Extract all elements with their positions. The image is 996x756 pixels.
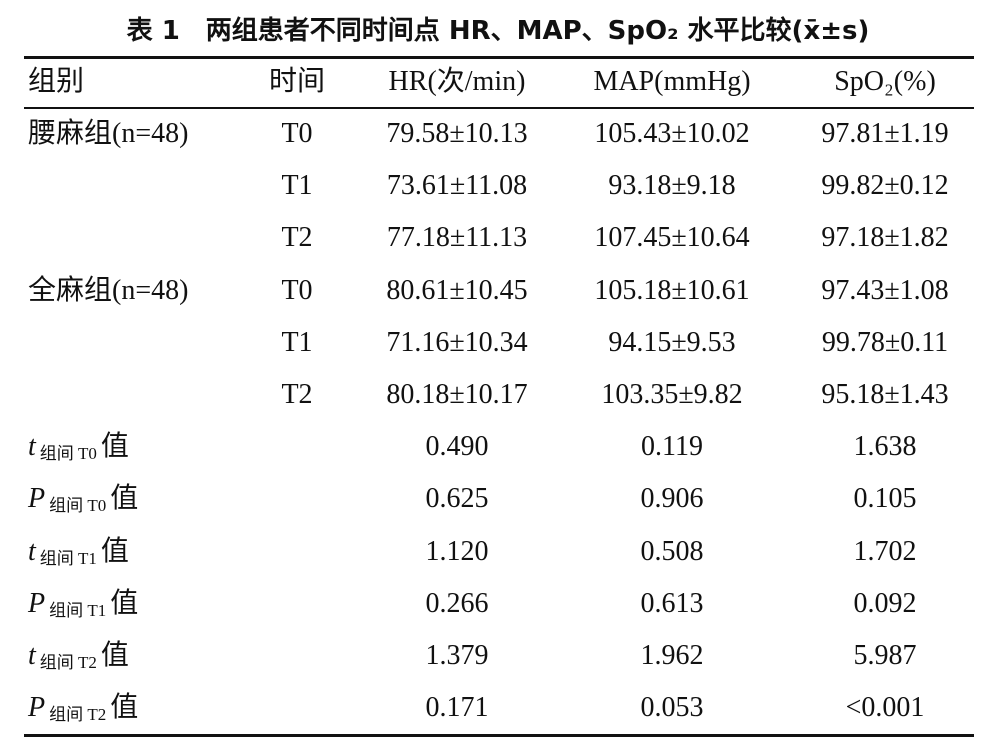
header-cell: SpO₂(%) xyxy=(834,66,936,97)
stat-label: P 组间 T2 值 xyxy=(28,682,138,734)
stat-suffix: 值 xyxy=(110,483,139,515)
stat-subscript: 组间 T1 xyxy=(49,600,107,620)
value-cell: 0.119 xyxy=(641,431,703,463)
time-cell: T0 xyxy=(281,118,313,149)
time-cell: T0 xyxy=(281,274,313,306)
value-cell: 0.613 xyxy=(640,587,704,619)
stat-symbol: P xyxy=(28,483,46,515)
stat-suffix: 值 xyxy=(100,431,129,463)
group-cell: 全麻组(n=48) xyxy=(28,274,189,306)
value-cell: 0.266 xyxy=(425,587,489,619)
value-cell: 0.053 xyxy=(640,692,704,724)
value-cell: 77.18±11.13 xyxy=(386,222,528,254)
value-cell: 0.171 xyxy=(425,692,489,724)
stat-symbol: t xyxy=(28,640,36,671)
value-cell: 105.18±10.61 xyxy=(594,274,750,306)
value-cell: 0.105 xyxy=(853,483,917,515)
stat-label: t 组间 T1 值 xyxy=(28,526,129,578)
value-cell: 97.81±1.19 xyxy=(821,118,949,149)
value-cell: 93.18±9.18 xyxy=(608,170,736,202)
value-cell: 1.379 xyxy=(425,640,489,671)
time-cell: T1 xyxy=(281,170,313,202)
value-cell: 5.987 xyxy=(853,640,917,671)
stat-suffix: 值 xyxy=(100,535,129,567)
value-cell: 1.638 xyxy=(853,431,917,463)
stat-subscript: 组间 T0 xyxy=(39,444,97,464)
stat-label: P 组间 T0 值 xyxy=(28,473,138,525)
value-cell: 107.45±10.64 xyxy=(594,222,750,254)
value-cell: 80.18±10.17 xyxy=(386,379,528,410)
header-cell: HR(次/min) xyxy=(388,66,526,97)
value-cell: 0.508 xyxy=(640,535,704,567)
stat-subscript: 组间 T1 xyxy=(39,548,97,568)
value-cell: 0.625 xyxy=(425,483,489,515)
value-cell: <0.001 xyxy=(845,692,925,724)
value-cell: 0.092 xyxy=(853,587,917,619)
time-cell: T1 xyxy=(281,326,313,358)
header-cell: MAP(mmHg) xyxy=(593,66,751,97)
title-text: 两组患者不同时间点 HR、MAP、SpO₂ 水平比较(x̄±s) xyxy=(205,16,870,46)
stat-label: t 组间 T2 值 xyxy=(28,630,129,682)
stat-symbol: P xyxy=(28,587,46,619)
value-cell: 80.61±10.45 xyxy=(386,274,528,306)
value-cell: 99.78±0.11 xyxy=(821,326,949,358)
value-cell: 1.702 xyxy=(853,535,917,567)
value-cell: 79.58±10.13 xyxy=(386,118,528,149)
value-cell: 1.962 xyxy=(640,640,704,671)
group-cell: 腰麻组(n=48) xyxy=(28,118,189,149)
time-cell: T2 xyxy=(281,222,313,254)
stat-symbol: P xyxy=(28,692,46,724)
stat-suffix: 值 xyxy=(110,692,139,724)
title: 表 1 两组患者不同时间点 HR、MAP、SpO₂ 水平比较(x̄±s) xyxy=(0,10,996,47)
stat-symbol: t xyxy=(28,431,36,463)
bottom-rule xyxy=(24,734,974,737)
stat-subscript: 组间 T2 xyxy=(39,653,97,672)
title-label: 表 1 xyxy=(126,16,180,46)
value-cell: 97.18±1.82 xyxy=(821,222,949,254)
header-cell: 组别 xyxy=(28,66,85,97)
value-cell: 71.16±10.34 xyxy=(386,326,528,358)
value-cell: 99.82±0.12 xyxy=(821,170,949,202)
stat-label: t 组间 T0 值 xyxy=(28,421,129,473)
stat-subscript: 组间 T2 xyxy=(49,705,107,725)
value-cell: 95.18±1.43 xyxy=(821,379,949,410)
value-cell: 94.15±9.53 xyxy=(608,326,736,358)
stat-symbol: t xyxy=(28,535,36,567)
top-rule xyxy=(24,56,974,59)
value-cell: 103.35±9.82 xyxy=(601,379,743,410)
time-cell: T2 xyxy=(281,379,313,410)
header-rule xyxy=(24,107,974,109)
stat-label: P 组间 T1 值 xyxy=(28,578,138,630)
header-cell: 时间 xyxy=(268,66,326,97)
value-cell: 0.906 xyxy=(640,483,704,515)
value-cell: 97.43±1.08 xyxy=(821,274,949,306)
value-cell: 1.120 xyxy=(425,535,489,567)
value-cell: 73.61±11.08 xyxy=(386,170,528,202)
value-cell: 105.43±10.02 xyxy=(594,118,750,149)
stat-suffix: 值 xyxy=(100,640,129,671)
stat-suffix: 值 xyxy=(110,587,139,619)
value-cell: 0.490 xyxy=(425,431,489,463)
stat-subscript: 组间 T0 xyxy=(49,496,107,516)
